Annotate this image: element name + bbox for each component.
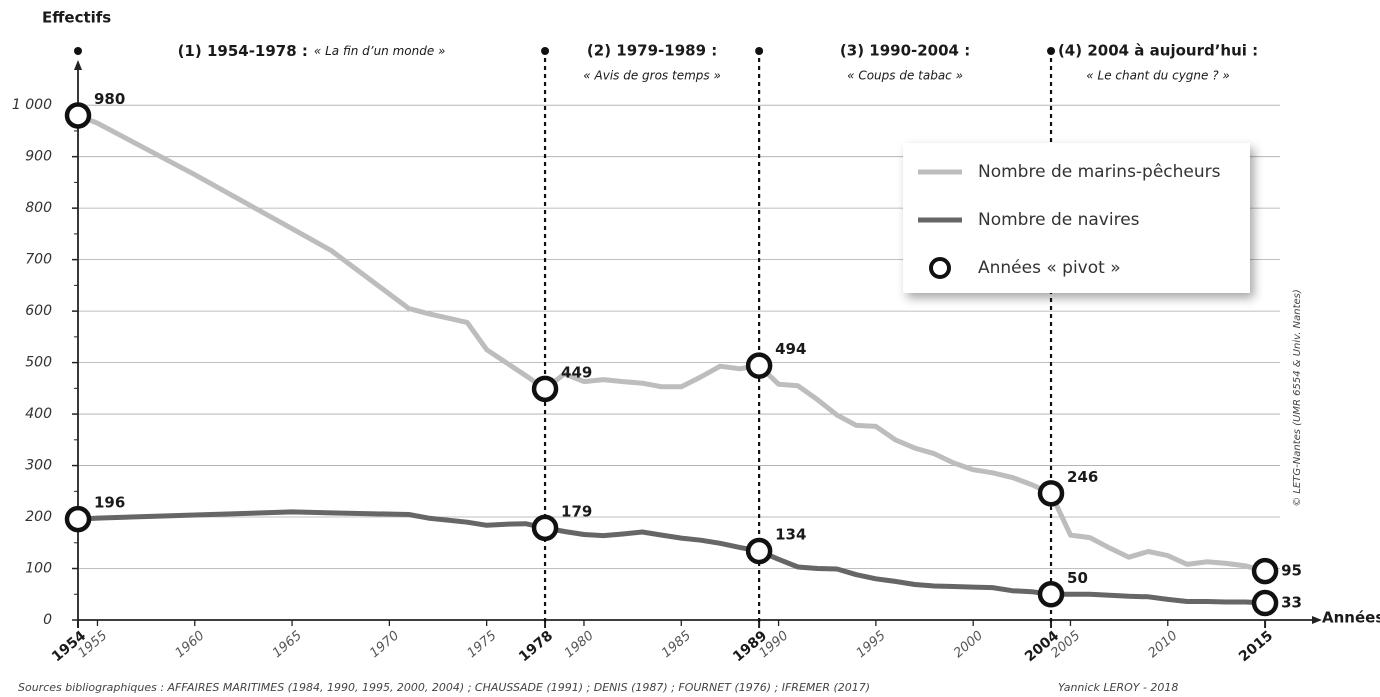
data-label: 196 bbox=[94, 494, 125, 512]
period-label: (1) 1954-1978 : « La fin d’un monde » bbox=[178, 42, 446, 60]
data-label: 134 bbox=[775, 526, 806, 544]
data-label: 33 bbox=[1281, 594, 1302, 612]
y-tick-label: 200 bbox=[25, 509, 52, 525]
y-arrow bbox=[74, 60, 82, 70]
data-label: 95 bbox=[1281, 562, 1302, 580]
data-label: 50 bbox=[1067, 569, 1088, 587]
period-subtitle: « Le chant du cygne ? » bbox=[1086, 69, 1230, 83]
period-dot bbox=[755, 47, 764, 55]
x-axis-label: Années bbox=[1322, 609, 1380, 627]
period-subtitle: « Coups de tabac » bbox=[847, 69, 963, 83]
legend-label: Nombre de navires bbox=[978, 210, 1140, 230]
source: Sources bibliographiques : AFFAIRES MARI… bbox=[18, 681, 870, 694]
pivot-marker bbox=[64, 505, 92, 533]
legend: Nombre de marins-pêcheurs Nombre de navir… bbox=[903, 143, 1250, 293]
y-axis-label: Effectifs bbox=[42, 9, 111, 27]
series-line bbox=[77, 113, 1266, 574]
y-tick-label: 800 bbox=[25, 200, 52, 216]
y-tick-label: 300 bbox=[25, 458, 52, 474]
period-dot bbox=[1047, 47, 1056, 55]
series-line bbox=[77, 509, 1266, 606]
period-dot bbox=[541, 47, 550, 55]
pivot-marker bbox=[531, 514, 559, 542]
x-tick-label: 1985 bbox=[659, 628, 694, 661]
pivot-marker bbox=[1037, 581, 1065, 608]
y-tick-label: 1 000 bbox=[12, 97, 52, 113]
x-tick-label: 2000 bbox=[951, 628, 986, 661]
y-tick-label: 0 bbox=[43, 612, 52, 628]
legend-pivot bbox=[929, 257, 951, 279]
period-dot bbox=[74, 47, 82, 55]
legend-label: Années « pivot » bbox=[978, 258, 1121, 278]
x-tick-label: 2010 bbox=[1146, 628, 1181, 661]
pivot-marker bbox=[64, 102, 92, 129]
data-label: 449 bbox=[561, 363, 592, 381]
pivot-marker bbox=[1251, 557, 1279, 585]
period-subtitle: « La fin d’un monde » bbox=[314, 44, 446, 58]
y-tick-label: 900 bbox=[25, 149, 52, 165]
x-tick-label: 1965 bbox=[270, 628, 305, 661]
x-tick-label: 1980 bbox=[562, 628, 597, 661]
copyright: © LETG-Nantes (UMR 6554 & Univ. Nantes) bbox=[1292, 289, 1303, 507]
x-tick-label: 1975 bbox=[464, 628, 499, 661]
data-label: 980 bbox=[94, 90, 125, 108]
data-label: 494 bbox=[775, 340, 806, 358]
period-title: (1) 1954-1978 : bbox=[178, 42, 308, 60]
period-title: (4) 2004 à aujourd’hui : bbox=[1058, 42, 1258, 60]
legend-label: Nombre de marins-pêcheurs bbox=[978, 162, 1221, 182]
x-arrow bbox=[1312, 616, 1322, 624]
period-title: (3) 1990-2004 : bbox=[840, 42, 970, 60]
y-tick-label: 600 bbox=[25, 303, 52, 319]
pivot-marker bbox=[531, 375, 559, 403]
data-label: 246 bbox=[1067, 468, 1098, 486]
x-tick-label-bold: 1978 bbox=[516, 628, 556, 665]
x-tick-label: 1960 bbox=[173, 628, 208, 661]
period-subtitle: « Avis de gros temps » bbox=[583, 69, 721, 83]
pivot-marker bbox=[1037, 480, 1065, 507]
x-tick-label: 1995 bbox=[854, 628, 889, 661]
period-title: (2) 1979-1989 : bbox=[587, 42, 717, 60]
pivot-marker bbox=[1251, 589, 1279, 617]
y-tick-label: 100 bbox=[25, 561, 52, 577]
y-tick-label: 500 bbox=[25, 355, 52, 371]
y-tick-label: 400 bbox=[25, 406, 52, 422]
data-label: 179 bbox=[561, 502, 592, 520]
x-tick-label: 1970 bbox=[367, 628, 402, 661]
author: Yannick LEROY - 2018 bbox=[1058, 681, 1178, 694]
x-tick-label-bold: 2015 bbox=[1236, 628, 1276, 665]
y-tick-label: 700 bbox=[25, 252, 52, 268]
pivot-marker bbox=[745, 352, 773, 379]
pivot-marker bbox=[745, 537, 773, 565]
